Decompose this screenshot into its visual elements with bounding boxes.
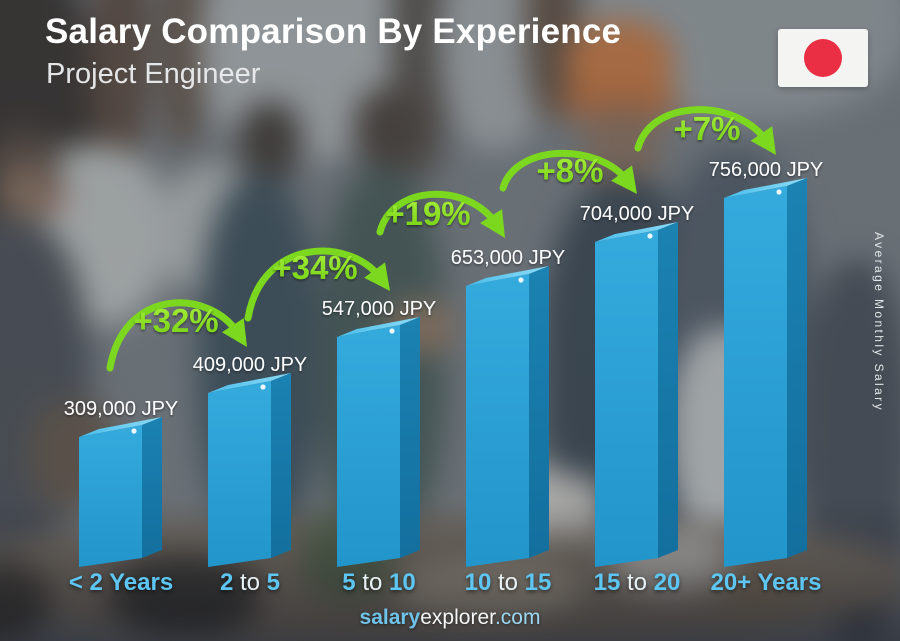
- pct-increase-arrow: +34%: [244, 247, 390, 322]
- x-label-regular: to: [497, 569, 518, 596]
- x-label-15-to-20: 15 to 20: [552, 569, 722, 597]
- arrowhead-icon: [611, 165, 637, 194]
- bar-highlight-dot: [260, 384, 266, 390]
- x-label-strong: 15: [593, 569, 627, 596]
- japan-flag: [778, 29, 868, 87]
- x-label-regular: to: [626, 569, 647, 596]
- bar-highlight-dot: [518, 277, 524, 283]
- x-label-regular: to: [362, 569, 383, 596]
- x-label-regular: to: [239, 569, 260, 596]
- x-label-strong: 20+ Years: [710, 569, 822, 596]
- site-link[interactable]: salaryexplorer.com: [0, 606, 900, 630]
- brand-regular: explorer: [420, 606, 495, 629]
- value-label: 547,000 JPY: [322, 298, 437, 320]
- pct-increase-arrow: +8%: [499, 149, 637, 194]
- value-label: 309,000 JPY: [64, 398, 179, 420]
- arrowhead-icon: [221, 318, 247, 347]
- value-label: 653,000 JPY: [451, 247, 566, 269]
- japan-flag-circle: [804, 39, 842, 77]
- pct-label: +7%: [674, 110, 741, 147]
- bar-highlight-dot: [389, 328, 395, 334]
- pct-label: +8%: [537, 152, 604, 189]
- brand-suffix: .com: [494, 606, 541, 629]
- arrowhead-icon: [364, 262, 390, 291]
- x-label-strong: 10: [464, 569, 498, 596]
- bar-highlight-dot: [776, 189, 782, 195]
- x-label-20+-Years: 20+ Years: [681, 569, 851, 597]
- pct-increase-arrow: +7%: [634, 106, 776, 155]
- page-title: Salary Comparison By Experience: [45, 12, 622, 51]
- value-label: 409,000 JPY: [193, 354, 308, 376]
- x-label-2-to-5: 2 to 5: [165, 569, 335, 597]
- x-label-strong: 5: [342, 569, 363, 596]
- pct-label: +34%: [272, 249, 357, 286]
- page-subtitle: Project Engineer: [46, 58, 261, 90]
- bar-15 to 20[interactable]: [595, 222, 678, 567]
- pct-increase-arrow: +32%: [106, 299, 247, 372]
- value-label: 756,000 JPY: [709, 159, 824, 181]
- brand-bold: salary: [359, 606, 421, 629]
- x-label-strong: < 2 Years: [68, 569, 174, 596]
- bar-2 to 5[interactable]: [208, 373, 291, 567]
- x-label-5-to-10: 5 to 10: [294, 569, 464, 597]
- bar-< 2 Years[interactable]: [79, 417, 162, 567]
- bar-highlight-dot: [131, 428, 137, 434]
- x-label-<-2-Years: < 2 Years: [36, 569, 206, 597]
- x-label-strong: 2: [219, 569, 240, 596]
- x-label-10-to-15: 10 to 15: [423, 569, 593, 597]
- arrowhead-icon: [750, 126, 776, 155]
- value-label: 704,000 JPY: [580, 203, 695, 225]
- pct-label: +32%: [133, 302, 218, 339]
- x-label-strong: 10: [382, 569, 416, 596]
- bar-5 to 10[interactable]: [337, 317, 420, 567]
- pct-label: +19%: [385, 195, 470, 232]
- x-label-strong: 20: [647, 569, 681, 596]
- bar-highlight-dot: [647, 233, 653, 239]
- pct-increase-arrow: +19%: [376, 190, 505, 238]
- bar-20+ Years[interactable]: [724, 178, 807, 567]
- x-label-strong: 15: [518, 569, 552, 596]
- bar-10 to 15[interactable]: [466, 266, 549, 567]
- x-label-strong: 5: [260, 569, 281, 596]
- y-axis-label: Average Monthly Salary: [872, 232, 886, 412]
- arrowhead-icon: [480, 209, 505, 238]
